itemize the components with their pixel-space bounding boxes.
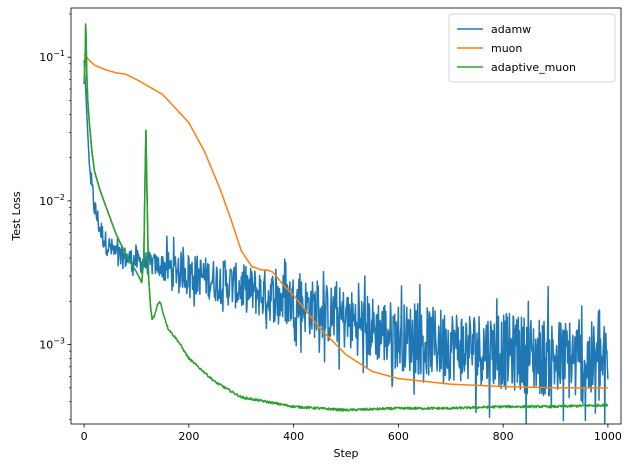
plot-frame	[70, 7, 622, 425]
legend: adamw muon adaptive_muon	[448, 13, 616, 83]
x-tick-label: 200	[178, 430, 199, 443]
series-line-adaptive_muon	[83, 23, 609, 412]
series-line-muon	[83, 53, 609, 389]
legend-label-adamw: adamw	[491, 23, 531, 36]
x-axis-label: Step	[333, 447, 358, 460]
x-tick-label: 0	[81, 430, 88, 443]
series-group	[83, 23, 609, 424]
x-tick-label: 1000	[594, 430, 622, 443]
x-tick-label: 600	[388, 430, 409, 443]
x-tick-label: 800	[493, 430, 514, 443]
y-axis-label: Test Loss	[10, 191, 23, 242]
axes-layer: 0 200 400 600 800 1000 10−3 10−2 10−1	[39, 7, 622, 443]
series-line-adaptive_muon-early	[83, 23, 156, 321]
plot-layer	[83, 23, 609, 424]
y-tick-label: 10−2	[39, 193, 65, 208]
y-tick-label: 10−3	[39, 337, 65, 352]
legend-box	[448, 13, 616, 83]
x-tick-label: 400	[283, 430, 304, 443]
legend-label-muon: muon	[491, 42, 522, 55]
legend-label-adaptive_muon: adaptive_muon	[491, 61, 576, 74]
y-tick-label: 10−1	[39, 49, 65, 64]
series-line-adamw	[83, 60, 609, 424]
